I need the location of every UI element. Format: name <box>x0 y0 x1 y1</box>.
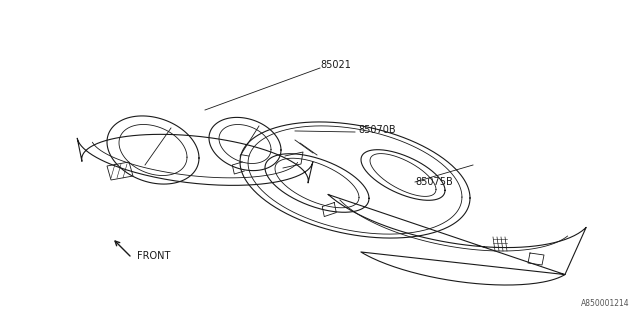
Text: 85075B: 85075B <box>415 177 452 187</box>
Text: 85070B: 85070B <box>358 125 396 135</box>
Text: FRONT: FRONT <box>137 251 170 261</box>
Text: A850001214: A850001214 <box>581 299 630 308</box>
Text: 85021: 85021 <box>320 60 351 70</box>
